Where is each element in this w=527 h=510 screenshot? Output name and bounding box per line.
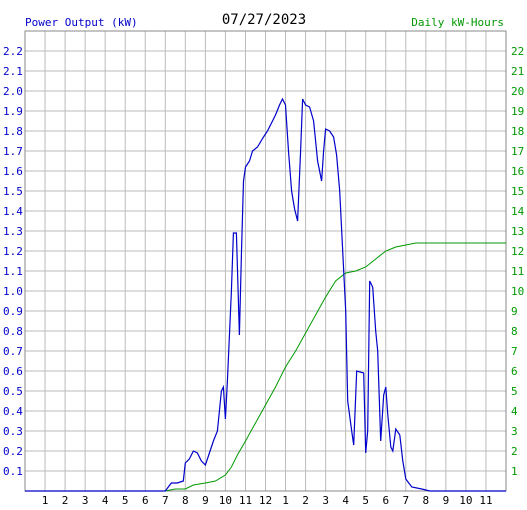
chart-title: 07/27/2023 bbox=[222, 12, 306, 28]
right-tick-label: 15 bbox=[511, 185, 524, 198]
left-tick-label: 1.4 bbox=[3, 205, 23, 218]
x-tick-label: 10 bbox=[219, 494, 232, 507]
x-tick-label: 1 bbox=[42, 494, 49, 507]
right-tick-label: 20 bbox=[511, 85, 524, 98]
right-tick-label: 9 bbox=[511, 305, 518, 318]
x-tick-label: 1 bbox=[282, 494, 289, 507]
left-tick-label: 1.7 bbox=[3, 145, 23, 158]
right-tick-label: 17 bbox=[511, 145, 524, 158]
x-tick-label: 5 bbox=[122, 494, 129, 507]
x-tick-label: 9 bbox=[443, 494, 450, 507]
x-tick-label: 8 bbox=[423, 494, 430, 507]
left-tick-label: 0.6 bbox=[3, 365, 23, 378]
right-tick-label: 14 bbox=[511, 205, 525, 218]
left-axis-ticks: 0.1 0.2 0.3 0.4 0.5 0.6 0.7 0.8 0.9 1.0 1.1 1.2 1.3 1… bbox=[3, 45, 23, 478]
left-tick-label: 1.0 bbox=[3, 285, 23, 298]
right-tick-label: 16 bbox=[511, 165, 524, 178]
x-tick-label: 7 bbox=[402, 494, 409, 507]
left-tick-label: 0.8 bbox=[3, 325, 23, 338]
left-tick-label: 1.8 bbox=[3, 125, 23, 138]
x-tick-label: 12 bbox=[259, 494, 272, 507]
right-tick-label: 4 bbox=[511, 405, 518, 418]
left-tick-label: 2.1 bbox=[3, 65, 23, 78]
left-tick-label: 1.9 bbox=[3, 105, 23, 118]
x-tick-label: 5 bbox=[362, 494, 369, 507]
right-tick-label: 6 bbox=[511, 365, 518, 378]
left-tick-label: 0.5 bbox=[3, 385, 23, 398]
x-tick-label: 2 bbox=[302, 494, 309, 507]
right-tick-label: 7 bbox=[511, 345, 518, 358]
x-axis-ticks: 1 2 3 4 5 6 7 8 9 10 11 12 1 2 3 4 5 6 7 8 9 10 11 bbox=[42, 494, 493, 507]
power-output-line bbox=[25, 97, 506, 492]
x-tick-label: 11 bbox=[479, 494, 492, 507]
right-tick-label: 8 bbox=[511, 325, 518, 338]
left-tick-label: 0.9 bbox=[3, 305, 23, 318]
right-tick-label: 21 bbox=[511, 65, 524, 78]
right-tick-label: 22 bbox=[511, 45, 524, 58]
x-tick-label: 9 bbox=[202, 494, 209, 507]
right-tick-label: 3 bbox=[511, 425, 518, 438]
right-tick-label: 13 bbox=[511, 225, 524, 238]
right-tick-label: 11 bbox=[511, 265, 524, 278]
left-tick-label: 2.0 bbox=[3, 85, 23, 98]
left-tick-label: 1.1 bbox=[3, 265, 23, 278]
left-tick-label: 0.4 bbox=[3, 405, 23, 418]
x-tick-label: 4 bbox=[342, 494, 349, 507]
right-tick-label: 5 bbox=[511, 385, 518, 398]
right-tick-label: 18 bbox=[511, 125, 524, 138]
grid-lines bbox=[25, 31, 506, 491]
x-tick-label: 3 bbox=[322, 494, 329, 507]
left-tick-label: 0.3 bbox=[3, 425, 23, 438]
right-tick-label: 19 bbox=[511, 105, 524, 118]
x-tick-label: 6 bbox=[382, 494, 389, 507]
right-tick-label: 2 bbox=[511, 445, 518, 458]
left-tick-label: 0.2 bbox=[3, 445, 23, 458]
x-tick-label: 2 bbox=[62, 494, 69, 507]
x-tick-label: 7 bbox=[162, 494, 169, 507]
left-tick-label: 0.7 bbox=[3, 345, 23, 358]
right-tick-label: 10 bbox=[511, 285, 524, 298]
right-tick-label: 1 bbox=[511, 465, 518, 478]
plot-frame bbox=[24, 30, 507, 492]
left-tick-label: 1.3 bbox=[3, 225, 23, 238]
left-tick-label: 1.6 bbox=[3, 165, 23, 178]
x-tick-label: 4 bbox=[102, 494, 109, 507]
daily-kwh-line bbox=[25, 242, 506, 492]
right-tick-label: 12 bbox=[511, 245, 524, 258]
x-tick-label: 6 bbox=[142, 494, 149, 507]
left-tick-label: 1.5 bbox=[3, 185, 23, 198]
x-tick-label: 11 bbox=[239, 494, 252, 507]
x-tick-label: 3 bbox=[82, 494, 89, 507]
left-axis-label: Power Output (kW) bbox=[25, 16, 138, 29]
left-tick-label: 0.1 bbox=[3, 465, 23, 478]
left-tick-label: 2.2 bbox=[3, 45, 23, 58]
left-tick-label: 1.2 bbox=[3, 245, 23, 258]
x-tick-label: 8 bbox=[182, 494, 189, 507]
right-axis-label: Daily kW-Hours bbox=[411, 16, 504, 29]
x-tick-label: 10 bbox=[459, 494, 472, 507]
